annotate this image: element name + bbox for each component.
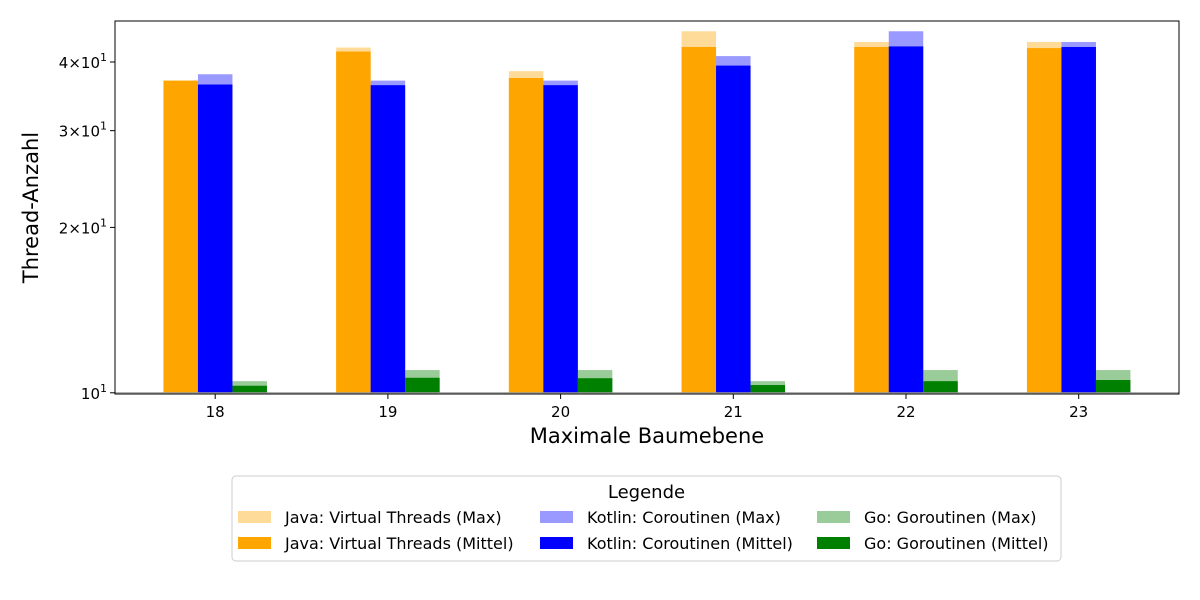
x-tick-label: 22 (896, 403, 915, 421)
x-axis: 18 19 20 21 22 23 (206, 394, 1088, 421)
x-tick-label: 18 (206, 403, 225, 421)
bar-mean-s1-c18 (163, 80, 198, 393)
bar-mean-s1-c22 (854, 46, 889, 393)
legend-swatch (817, 537, 850, 549)
legend-entry: Java: Virtual Threads (Mittel) (284, 534, 514, 553)
legend-box (231, 475, 1062, 562)
bar-mean-s3-c22 (888, 46, 924, 393)
bar-mean-s5-c21 (750, 385, 786, 393)
bar-mean-s5-c22 (923, 381, 958, 393)
legend-entry: Go: Goroutinen (Max) (864, 508, 1037, 527)
bar-mean-s1-c23 (1026, 48, 1062, 393)
bar-mean-s1-c21 (681, 46, 717, 393)
legend-swatch (238, 537, 271, 549)
bar-mean-s5-c18 (232, 385, 267, 393)
x-tick-label: 19 (378, 403, 397, 421)
bar-mean-s3-c19 (370, 85, 406, 393)
legend-entry: Kotlin: Coroutinen (Mittel) (587, 534, 793, 553)
y-tick-label: 101 (81, 382, 107, 403)
bar-mean-s3-c23 (1061, 46, 1096, 393)
bar-mean-s5-c23 (1095, 380, 1131, 393)
x-tick-label: 21 (724, 403, 743, 421)
bars-layer (163, 31, 1131, 393)
x-tick-label: 20 (551, 403, 570, 421)
y-axis-label: Thread-Anzahl (19, 132, 43, 284)
x-axis-label: Maximale Baumebene (530, 424, 764, 448)
legend: Legende Java: Virtual Threads (Max) Java:… (231, 475, 1062, 562)
bar-mean-s3-c20 (543, 85, 578, 393)
y-tick-label: 4×101 (59, 51, 107, 72)
y-tick-label: 2×101 (59, 216, 107, 237)
bar-mean-s3-c21 (716, 65, 751, 393)
y-axis: 101 2×101 3×101 4×101 (59, 51, 115, 403)
bar-mean-s5-c20 (577, 378, 613, 393)
legend-title: Legende (608, 482, 685, 503)
x-tick-label: 23 (1069, 403, 1088, 421)
legend-entry: Java: Virtual Threads (Max) (284, 508, 502, 527)
legend-swatch (817, 511, 850, 523)
bar-mean-s3-c18 (197, 84, 233, 393)
bar-mean-s1-c19 (336, 51, 371, 393)
legend-entry: Go: Goroutinen (Mittel) (864, 534, 1049, 553)
y-tick-label: 3×101 (59, 120, 107, 141)
legend-swatch (238, 511, 271, 523)
legend-entry: Kotlin: Coroutinen (Max) (587, 508, 781, 527)
bar-mean-s5-c19 (405, 377, 440, 393)
plot-area-frame (114, 20, 1180, 395)
legend-swatch (540, 511, 573, 523)
legend-swatch (540, 537, 573, 549)
bar-mean-s1-c20 (508, 78, 544, 393)
